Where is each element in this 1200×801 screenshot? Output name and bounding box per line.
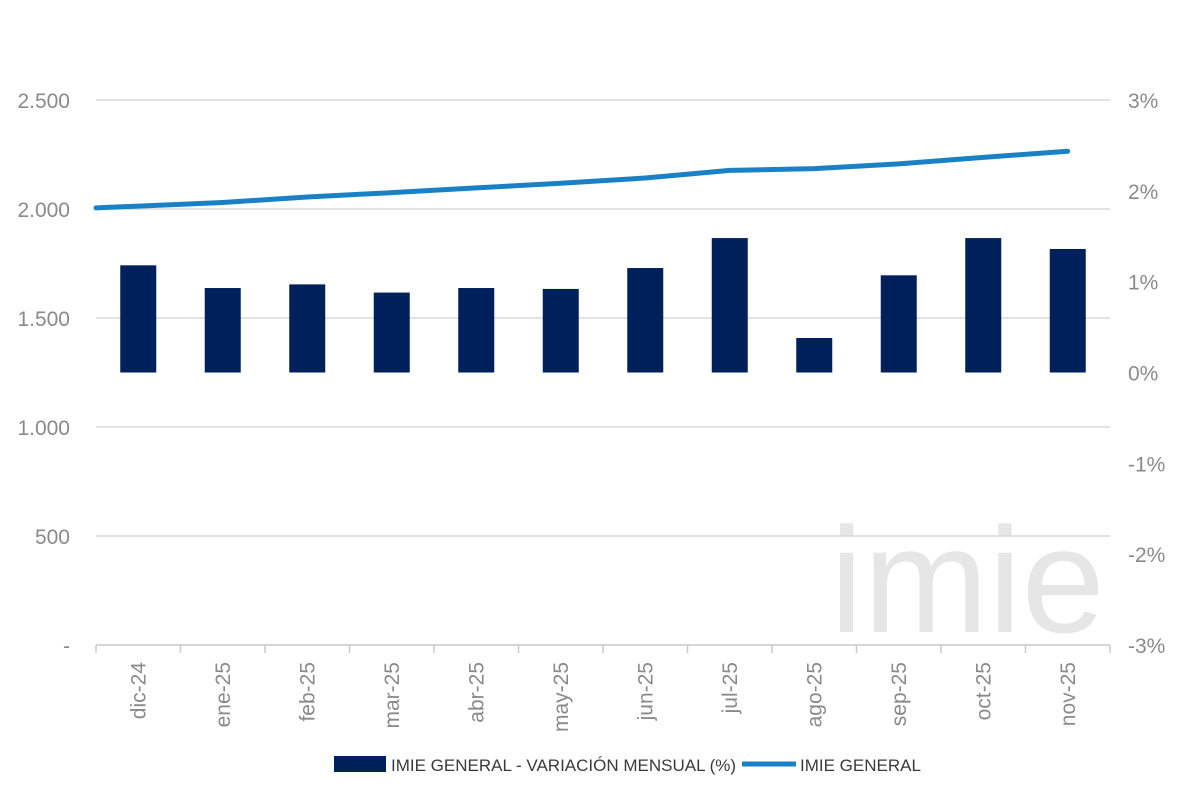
x-tick-label: ene-25 — [212, 662, 235, 727]
x-tick-label: oct-25 — [972, 662, 995, 720]
y-left-tick-label: 1.000 — [17, 417, 70, 440]
bar — [880, 275, 917, 373]
series-line — [93, 148, 1071, 211]
y-right-tick-label: 0% — [1128, 363, 1158, 386]
y-left-tick-label: - — [63, 635, 70, 658]
x-tick-label: jul-25 — [719, 662, 742, 714]
x-tick-label: abr-25 — [465, 662, 488, 723]
x-tick-label: sep-25 — [888, 662, 911, 726]
bar — [542, 288, 579, 373]
x-tick-label: mar-25 — [381, 662, 404, 729]
bar — [1049, 248, 1086, 373]
y-left-tick-label: 2.500 — [17, 90, 70, 113]
legend-label-line: IMIE GENERAL — [800, 756, 921, 775]
legend: IMIE GENERAL - VARIACIÓN MENSUAL (%) IMI… — [334, 756, 921, 775]
x-tick-label: feb-25 — [296, 662, 319, 722]
x-tick-label: dic-24 — [127, 662, 150, 720]
bar — [289, 284, 326, 373]
y-right-tick-label: -1% — [1128, 453, 1165, 476]
y-left-tick-label: 2.000 — [17, 199, 70, 222]
y-axis-right: -3% -2% -1% 0% 1% 2% 3% — [1128, 90, 1165, 658]
y-right-tick-label: 1% — [1128, 272, 1158, 295]
bar — [373, 292, 410, 373]
x-tick-label: ago-25 — [803, 662, 826, 727]
x-tick-label: jun-25 — [634, 662, 657, 721]
bar — [204, 288, 241, 373]
line-series — [93, 148, 1071, 211]
bar-series — [120, 238, 1086, 373]
y-axis-left: - 500 1.000 1.500 2.000 2.500 — [17, 90, 70, 658]
bar — [965, 238, 1002, 373]
bar — [627, 268, 664, 373]
gridlines — [96, 99, 1110, 537]
bar — [458, 288, 495, 373]
x-tick-label: may-25 — [550, 662, 573, 732]
y-right-tick-label: -2% — [1128, 544, 1165, 567]
legend-label-bar: IMIE GENERAL - VARIACIÓN MENSUAL (%) — [391, 756, 736, 775]
y-left-tick-label: 500 — [35, 526, 70, 549]
y-right-tick-label: -3% — [1128, 635, 1165, 658]
bar — [711, 238, 748, 373]
bar — [120, 265, 157, 373]
imie-watermark: imie — [830, 496, 1105, 664]
x-tick-label: nov-25 — [1057, 662, 1080, 726]
x-axis: dic-24 ene-25 feb-25 mar-25 abr-25 may-25 jun-… — [95, 644, 1111, 732]
bar — [796, 337, 833, 373]
legend-swatch-bar — [334, 756, 386, 772]
y-right-tick-label: 2% — [1128, 181, 1158, 204]
y-right-tick-label: 3% — [1128, 90, 1158, 113]
y-left-tick-label: 1.500 — [17, 308, 70, 331]
